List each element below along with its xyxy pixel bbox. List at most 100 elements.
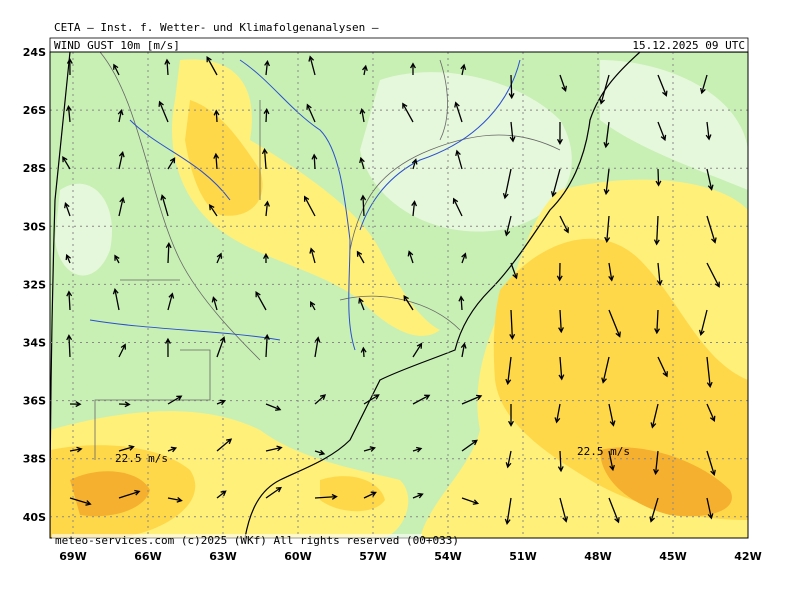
wind-arrow — [114, 254, 120, 264]
wind-arrow — [118, 445, 135, 452]
lon-label: 45W — [659, 550, 686, 563]
wind-arrow — [261, 147, 268, 170]
wind-arrow — [69, 446, 83, 453]
wind-arrow — [262, 252, 269, 264]
wind-arrow — [216, 252, 223, 264]
wind-arrow — [412, 342, 423, 358]
wind-arrow — [164, 337, 171, 358]
wind-arrow — [601, 356, 610, 384]
wind-arrow — [603, 168, 610, 196]
wind-arrow — [158, 100, 169, 123]
wind-arrow — [412, 492, 424, 499]
wind-arrow — [508, 403, 514, 427]
wind-arrow — [505, 450, 512, 469]
wind-arrow — [66, 334, 73, 358]
lon-label: 51W — [509, 550, 536, 563]
wind-arrow — [411, 200, 418, 217]
wind-arrow — [306, 103, 316, 123]
wind-arrow — [66, 290, 73, 311]
footer-bg — [52, 534, 422, 545]
wind-arrow — [360, 194, 367, 217]
field-name: WIND GUST 10m [m/s] — [54, 39, 180, 52]
wind-arrow — [216, 399, 226, 406]
wind-arrow — [165, 242, 172, 264]
lat-label: 28S — [23, 162, 46, 175]
wind-arrow — [264, 59, 270, 76]
wind-arrow — [454, 101, 463, 123]
wind-arrow — [706, 356, 713, 389]
rivers — [89, 59, 521, 351]
wind-arrow — [167, 395, 183, 405]
wind-arrow — [604, 215, 611, 244]
field-orange — [600, 447, 732, 517]
annotation: 22.5 m/s — [115, 452, 168, 465]
lon-label: 60W — [284, 550, 311, 563]
wind-arrow — [608, 262, 615, 282]
borders — [94, 52, 561, 460]
wind-arrow — [412, 446, 423, 453]
valid-time: 15.12.2025 09 UTC — [632, 39, 745, 52]
wind-arrow — [509, 309, 516, 341]
wind-arrow — [265, 445, 283, 452]
wind-arrow — [118, 151, 125, 170]
annotation: 22.5 m/s — [577, 445, 630, 458]
lat-label: 38S — [23, 453, 46, 466]
wind-arrow — [706, 450, 716, 477]
wind-arrow — [118, 343, 127, 358]
wind-arrow — [608, 497, 620, 524]
wind-arrow — [265, 486, 282, 499]
wind-arrow — [206, 56, 218, 76]
wind-arrow — [359, 156, 365, 170]
wind-arrow — [65, 105, 72, 123]
wind-arrow — [363, 394, 380, 405]
wind-arrow — [504, 497, 512, 525]
wind-arrow — [653, 450, 659, 476]
wind-arrow — [407, 250, 414, 264]
wind-arrow — [505, 356, 512, 386]
wind-arrow — [608, 450, 615, 472]
field-gold — [320, 476, 385, 512]
wind-arrow — [213, 109, 220, 123]
wind-arrow — [706, 262, 720, 288]
wind-arrow — [461, 497, 480, 505]
wind-arrows — [62, 55, 720, 525]
lat-label: 40S — [23, 511, 46, 524]
wind-arrow — [556, 262, 563, 282]
wind-arrow — [118, 401, 131, 408]
lon-label: 57W — [359, 550, 386, 563]
lon-label: 63W — [209, 550, 236, 563]
lat-label: 30S — [23, 220, 46, 233]
wind-arrow — [66, 57, 73, 76]
wind-arrow — [113, 63, 120, 76]
lon-label: 48W — [584, 550, 611, 563]
wind-arrow — [461, 394, 483, 405]
wind-arrow — [360, 346, 367, 358]
wind-arrow — [608, 309, 621, 338]
wind-arrow — [308, 55, 316, 76]
wind-arrow — [460, 63, 467, 76]
wind-arrow — [502, 168, 512, 200]
lat-label: 34S — [23, 337, 46, 350]
lat-label: 36S — [23, 395, 46, 408]
header-title: CETA — Inst. f. Wetter- und Klimafolgena… — [54, 21, 379, 34]
wind-arrow — [216, 490, 227, 499]
wind-arrow — [263, 108, 270, 123]
lon-label: 42W — [734, 550, 761, 563]
axis-labels: 24S 26S 28S 30S 32S 34S 36S 38S 40S 69W 66W 63W 60W 5… — [23, 46, 762, 563]
wind-arrow — [216, 336, 226, 358]
wind-arrow — [452, 197, 463, 217]
wind-arrow — [510, 262, 518, 280]
wind-arrow — [654, 309, 661, 335]
map-area — [50, 52, 748, 538]
wind-arrow — [455, 149, 463, 170]
wind-arrow — [311, 153, 318, 170]
wind-arrow — [167, 496, 183, 503]
wind-arrow — [65, 253, 72, 264]
wind-arrow — [314, 394, 327, 405]
wind-arrow — [167, 446, 178, 453]
wind-arrow — [359, 107, 366, 123]
wind-arrow — [309, 247, 316, 264]
wind-arrow — [556, 121, 563, 145]
wind-arrow — [314, 336, 321, 358]
lat-label: 32S — [23, 278, 46, 291]
